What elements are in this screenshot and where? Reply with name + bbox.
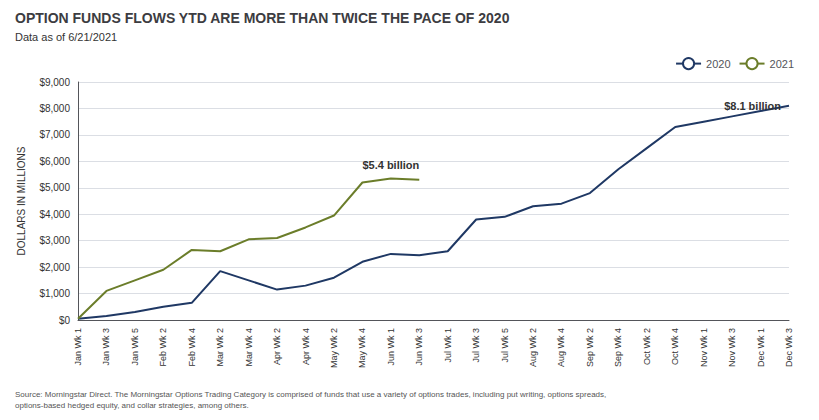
svg-text:DOLLARS IN MILLIONS: DOLLARS IN MILLIONS bbox=[16, 146, 27, 255]
svg-text:$3,000: $3,000 bbox=[39, 235, 70, 246]
svg-text:Apr Wk 4: Apr Wk 4 bbox=[301, 328, 311, 365]
svg-text:Oct Wk 4: Oct Wk 4 bbox=[670, 328, 680, 365]
svg-text:OPTION FUNDS FLOWS YTD ARE MOR: OPTION FUNDS FLOWS YTD ARE MORE THAN TWI… bbox=[15, 10, 510, 26]
svg-text:$8,000: $8,000 bbox=[39, 103, 70, 114]
svg-text:$8.1 billion: $8.1 billion bbox=[724, 100, 781, 112]
svg-text:options-based hedged equity, a: options-based hedged equity, and collar … bbox=[15, 401, 249, 410]
svg-text:Jun Wk 1: Jun Wk 1 bbox=[386, 328, 396, 366]
svg-text:$5.4 billion: $5.4 billion bbox=[362, 159, 419, 171]
svg-text:$9,000: $9,000 bbox=[39, 77, 70, 88]
svg-text:May Wk 4: May Wk 4 bbox=[357, 328, 367, 368]
svg-text:Jul Wk 3: Jul Wk 3 bbox=[471, 328, 481, 363]
svg-text:May Wk 2: May Wk 2 bbox=[329, 328, 339, 368]
svg-text:Data as of 6/21/2021: Data as of 6/21/2021 bbox=[15, 31, 117, 43]
svg-text:Jan Wk 1: Jan Wk 1 bbox=[73, 328, 83, 366]
svg-text:Sep Wk 2: Sep Wk 2 bbox=[585, 328, 595, 367]
svg-text:$7,000: $7,000 bbox=[39, 129, 70, 140]
svg-text:Dec Wk 3: Dec Wk 3 bbox=[784, 328, 794, 367]
svg-text:Nov Wk 3: Nov Wk 3 bbox=[727, 328, 737, 367]
svg-text:Dec Wk 1: Dec Wk 1 bbox=[756, 328, 766, 367]
svg-text:2021: 2021 bbox=[770, 58, 794, 70]
svg-text:Feb Wk 4: Feb Wk 4 bbox=[187, 328, 197, 367]
svg-text:Aug Wk 2: Aug Wk 2 bbox=[528, 328, 538, 367]
svg-text:$2,000: $2,000 bbox=[39, 262, 70, 273]
svg-text:Nov Wk 1: Nov Wk 1 bbox=[699, 328, 709, 367]
svg-text:$4,000: $4,000 bbox=[39, 209, 70, 220]
svg-text:Oct Wk 2: Oct Wk 2 bbox=[642, 328, 652, 365]
svg-text:Aug Wk 4: Aug Wk 4 bbox=[556, 328, 566, 367]
svg-text:Jul Wk 5: Jul Wk 5 bbox=[500, 328, 510, 363]
svg-text:$1,000: $1,000 bbox=[39, 288, 70, 299]
svg-text:Feb Wk 2: Feb Wk 2 bbox=[158, 328, 168, 367]
svg-text:Source: Morningstar Direct. Th: Source: Morningstar Direct. The Mornings… bbox=[15, 390, 606, 399]
svg-text:Sep Wk 4: Sep Wk 4 bbox=[613, 328, 623, 367]
svg-text:2020: 2020 bbox=[706, 58, 730, 70]
svg-text:Jul Wk 1: Jul Wk 1 bbox=[443, 328, 453, 363]
svg-text:Jan Wk 3: Jan Wk 3 bbox=[101, 328, 111, 366]
svg-text:Mar Wk 4: Mar Wk 4 bbox=[244, 328, 254, 367]
svg-text:Apr Wk 2: Apr Wk 2 bbox=[272, 328, 282, 365]
svg-text:Mar Wk 2: Mar Wk 2 bbox=[215, 328, 225, 367]
svg-text:$5,000: $5,000 bbox=[39, 182, 70, 193]
svg-text:$6,000: $6,000 bbox=[39, 156, 70, 167]
svg-text:$0: $0 bbox=[59, 315, 71, 326]
svg-text:Jun Wk 3: Jun Wk 3 bbox=[414, 328, 424, 366]
svg-text:Jan Wk 5: Jan Wk 5 bbox=[130, 328, 140, 366]
